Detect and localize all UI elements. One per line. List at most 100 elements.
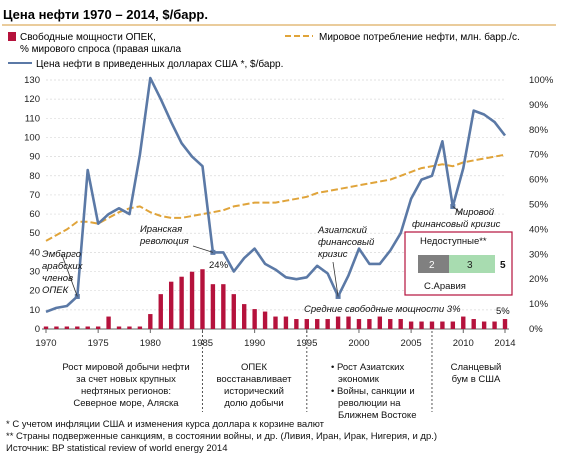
- left-tick-label: 120: [24, 94, 40, 105]
- footnote-source: Источник: BP statistical review of world…: [6, 443, 228, 454]
- capacity-bar: [273, 316, 278, 329]
- x-tick-label: 1975: [88, 338, 109, 349]
- period-3-line-3: • Войны, санкции и: [331, 386, 415, 397]
- inset-value-2: 3: [467, 260, 473, 271]
- annotation-iran-2: революция: [139, 236, 189, 247]
- price-line: [45, 76, 507, 314]
- annotation-asian: Азиатский финансовый кризис: [317, 225, 375, 260]
- capacity-bar: [502, 319, 508, 329]
- annotation-global-2: финансовый кризис: [412, 219, 501, 230]
- x-tick-label: 2000: [348, 338, 369, 349]
- annotation-asian-3: кризис: [318, 249, 348, 260]
- annotation-global: Мировой финансовый кризис: [412, 207, 501, 230]
- capacity-bar: [429, 321, 435, 329]
- period-1-line-1: Рост мировой добычи нефти: [62, 362, 189, 373]
- x-tick-label: 1990: [244, 338, 265, 349]
- capacity-bar: [54, 326, 59, 329]
- right-tick-label: 0%: [529, 324, 543, 335]
- left-tick-label: 80: [29, 171, 40, 182]
- capacity-bar: [137, 326, 143, 329]
- left-tick-label: 70: [29, 190, 40, 201]
- left-tick-label: 10: [29, 305, 40, 316]
- x-tick-label: 1980: [140, 338, 161, 349]
- capacity-bar: [75, 326, 80, 329]
- legend-label-price: Цена нефти в приведенных долларах США *,…: [36, 58, 283, 70]
- x-tick-label: 2010: [453, 338, 474, 349]
- capacity-bar: [461, 316, 466, 329]
- capacity-bar: [294, 319, 299, 329]
- period-1-line-2: за счет новых крупных: [76, 374, 176, 385]
- period-1: Рост мировой добычи нефти за счет новых …: [62, 362, 189, 409]
- inset-value-1: 2: [429, 260, 435, 271]
- capacity-bar: [158, 294, 163, 329]
- period-2-line-4: долю добычи: [224, 398, 283, 409]
- right-tick-label: 10%: [529, 299, 549, 310]
- right-tick-label: 20%: [529, 274, 549, 285]
- capacity-bar: [262, 311, 268, 329]
- annotation-embargo-1: Эмбарго: [42, 249, 81, 260]
- capacity-bar: [179, 276, 184, 329]
- capacity-bar: [95, 326, 101, 329]
- annotation-embargo-2: арабских: [42, 261, 84, 272]
- capacity-bar: [85, 326, 90, 329]
- annotation-leader: [332, 261, 339, 297]
- x-tick-label: 2014: [494, 338, 515, 349]
- annotation-24pct: 24%: [209, 260, 229, 271]
- footnote-1: * С учетом инфляции США и изменения курс…: [6, 419, 325, 430]
- annotation-5pct: 5%: [496, 306, 510, 317]
- left-tick-label: 100: [24, 132, 40, 143]
- annotation-global-1: Мировой: [455, 207, 495, 218]
- legend-label-capacity-1: Свободные мощности ОПЕК,: [20, 31, 156, 43]
- capacity-bar: [408, 321, 414, 329]
- capacity-bar: [189, 271, 195, 329]
- inset-bar-green: [449, 255, 495, 273]
- capacity-bar: [492, 321, 497, 329]
- x-axis-ticks: 1970 1975 1980 1985 1990 1995 2000 2005 2010 2014: [35, 329, 516, 349]
- right-tick-label: 90%: [529, 100, 549, 111]
- right-tick-label: 80%: [529, 125, 549, 136]
- period-1-line-3: нефтяных регионов:: [81, 386, 171, 397]
- annotation-leader: [452, 206, 463, 215]
- capacity-bar: [148, 314, 153, 329]
- left-tick-label: 60: [29, 209, 40, 220]
- capacity-bar: [315, 319, 320, 329]
- capacity-bar: [440, 321, 445, 329]
- right-tick-label: 30%: [529, 249, 549, 260]
- capacity-bar: [304, 319, 309, 329]
- left-tick-label: 0: [35, 324, 40, 335]
- capacity-bar: [367, 319, 372, 329]
- period-3: • Рост Азиатских экономик • Войны, санкц…: [331, 362, 416, 421]
- capacity-bar: [242, 304, 247, 329]
- right-tick-label: 100%: [529, 75, 554, 86]
- capacity-bar: [168, 281, 174, 329]
- capacity-bar: [116, 326, 122, 329]
- period-3-line-2: экономик: [338, 374, 380, 385]
- capacity-bar: [231, 294, 236, 329]
- period-4-line-1: Сланцевый: [451, 362, 502, 373]
- inset-label: С.Аравия: [424, 281, 466, 292]
- left-tick-label: 30: [29, 267, 40, 278]
- inset-bar-grey: [418, 255, 449, 273]
- period-2-line-3: исторический: [224, 386, 284, 397]
- left-tick-label: 20: [29, 286, 40, 297]
- period-2-line-1: ОПЕК: [241, 362, 268, 373]
- annotation-asian-1: Азиатский: [317, 225, 368, 236]
- capacity-bar: [335, 316, 341, 329]
- capacity-bar: [346, 316, 351, 329]
- capacity-bar: [450, 321, 456, 329]
- right-tick-label: 70%: [529, 150, 549, 161]
- capacity-bar: [388, 319, 393, 329]
- annotation-leader: [192, 245, 214, 253]
- capacity-bar: [419, 321, 424, 329]
- left-tick-label: 90: [29, 152, 40, 163]
- period-4-line-2: бум в США: [452, 374, 501, 385]
- capacity-bar: [200, 269, 205, 329]
- left-tick-label: 40: [29, 247, 40, 258]
- period-2: ОПЕК восстанавливает исторический долю д…: [216, 362, 292, 409]
- period-dividers: [201, 331, 433, 412]
- x-tick-label: 2005: [401, 338, 422, 349]
- x-tick-label: 1970: [35, 338, 56, 349]
- capacity-bar: [127, 326, 132, 329]
- capacity-bars: [43, 269, 508, 329]
